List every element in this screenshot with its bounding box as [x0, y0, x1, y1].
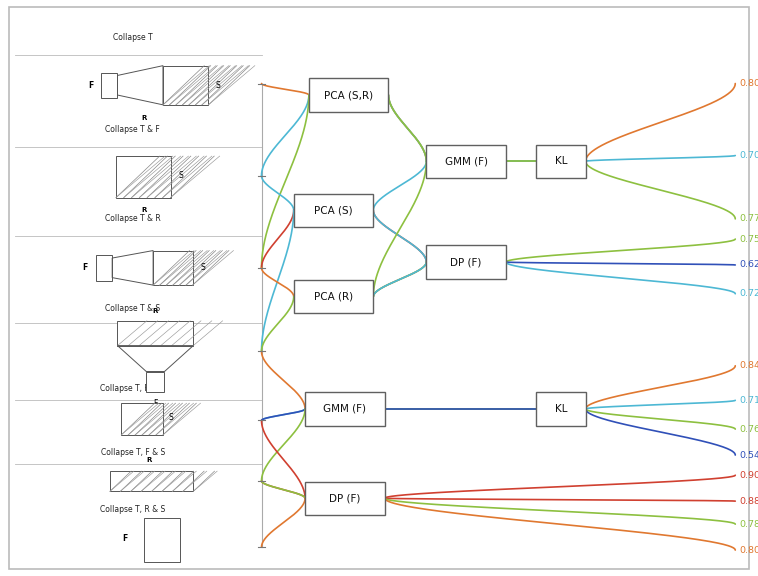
Text: 0.548: 0.548: [739, 450, 758, 460]
FancyBboxPatch shape: [305, 482, 385, 515]
Text: PCA (R): PCA (R): [314, 291, 353, 302]
Text: DP (F): DP (F): [450, 257, 482, 267]
FancyBboxPatch shape: [305, 392, 385, 426]
FancyBboxPatch shape: [294, 194, 373, 227]
FancyBboxPatch shape: [294, 280, 373, 313]
Text: 0.707: 0.707: [739, 151, 758, 160]
Text: F: F: [83, 263, 87, 272]
Polygon shape: [117, 321, 193, 346]
Text: 0.909: 0.909: [739, 471, 758, 480]
Text: Collapse T, F & S: Collapse T, F & S: [101, 448, 164, 457]
Text: 0.716: 0.716: [739, 396, 758, 405]
Text: R: R: [141, 115, 147, 121]
Text: GMM (F): GMM (F): [324, 404, 366, 414]
Text: S: S: [201, 263, 205, 272]
Text: 0.889: 0.889: [739, 497, 758, 506]
FancyBboxPatch shape: [536, 392, 585, 426]
FancyBboxPatch shape: [536, 145, 585, 178]
Text: 0.723: 0.723: [739, 289, 758, 298]
Text: 0.782: 0.782: [739, 520, 758, 529]
Text: R: R: [141, 207, 147, 213]
Text: Collapse T, F & R: Collapse T, F & R: [100, 384, 165, 393]
Text: 0.802: 0.802: [739, 79, 758, 88]
FancyBboxPatch shape: [426, 245, 506, 279]
Text: S: S: [178, 171, 183, 180]
Text: Collapse T, R & S: Collapse T, R & S: [100, 505, 165, 514]
Text: PCA (S,R): PCA (S,R): [324, 90, 373, 100]
Text: S: S: [168, 413, 173, 422]
Text: 0.769: 0.769: [739, 425, 758, 434]
Text: F: F: [89, 81, 93, 90]
Bar: [144, 518, 180, 562]
FancyBboxPatch shape: [153, 251, 193, 285]
Text: 0.774: 0.774: [739, 214, 758, 223]
Text: Collapse T & S: Collapse T & S: [105, 304, 160, 313]
Text: 0.627: 0.627: [739, 260, 758, 270]
FancyBboxPatch shape: [116, 156, 171, 198]
FancyBboxPatch shape: [309, 78, 389, 112]
FancyBboxPatch shape: [121, 403, 163, 435]
Text: 0.754: 0.754: [739, 234, 758, 244]
FancyBboxPatch shape: [110, 471, 193, 491]
FancyBboxPatch shape: [426, 145, 506, 178]
Bar: [96, 255, 112, 281]
Text: Collapse T & F: Collapse T & F: [105, 125, 160, 134]
Text: F: F: [153, 399, 158, 408]
Text: R: R: [152, 308, 158, 314]
FancyBboxPatch shape: [163, 66, 208, 105]
Text: DP (F): DP (F): [329, 493, 361, 503]
Text: 0.842: 0.842: [739, 361, 758, 370]
Text: S: S: [215, 81, 220, 90]
Text: GMM (F): GMM (F): [445, 156, 487, 166]
Text: F: F: [123, 534, 127, 543]
Bar: [146, 372, 164, 392]
Text: PCA (S): PCA (S): [315, 205, 352, 215]
Text: R: R: [146, 457, 152, 463]
Text: KL: KL: [555, 404, 567, 414]
Bar: [101, 73, 117, 98]
Text: Collapse T: Collapse T: [113, 33, 152, 42]
Text: KL: KL: [555, 156, 567, 166]
Text: Collapse T & R: Collapse T & R: [105, 214, 161, 223]
Text: 0.805: 0.805: [739, 545, 758, 555]
